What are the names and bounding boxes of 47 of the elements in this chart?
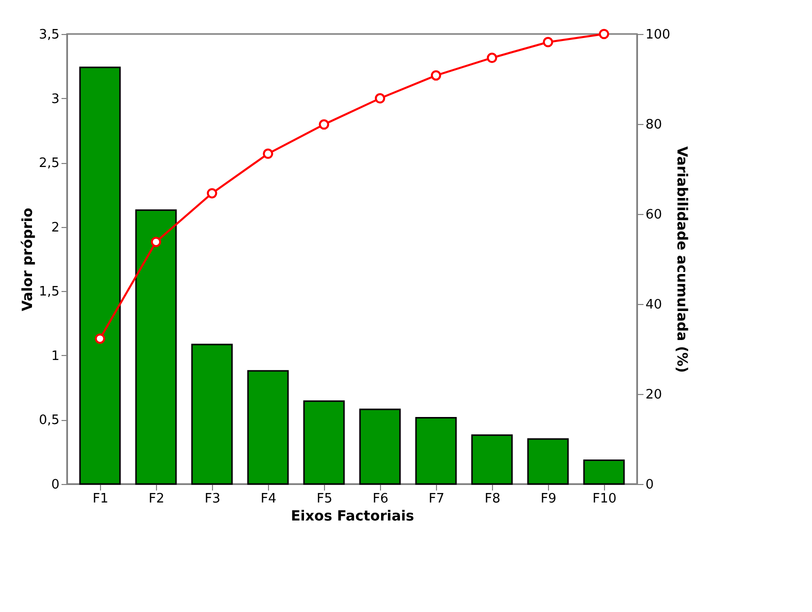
x-tick-label: F3 bbox=[204, 492, 220, 506]
bar bbox=[135, 209, 177, 485]
point bbox=[150, 236, 162, 248]
point bbox=[430, 70, 442, 81]
bar bbox=[415, 417, 457, 485]
x-tick-label: F10 bbox=[592, 492, 617, 506]
x-tick-label: F8 bbox=[484, 492, 500, 506]
bar bbox=[527, 438, 569, 485]
y-tick-label: 2,5 bbox=[38, 156, 60, 172]
x-tick-label: F1 bbox=[92, 492, 108, 506]
x-tick-label: F9 bbox=[540, 492, 556, 506]
point bbox=[486, 52, 498, 64]
y-axis-title: Valor próprio bbox=[20, 207, 36, 312]
y-tick-label: 1,5 bbox=[38, 284, 60, 300]
y-tick-label: 3 bbox=[51, 92, 60, 107]
point bbox=[598, 28, 610, 40]
x-tick-label: F5 bbox=[316, 492, 332, 506]
point bbox=[318, 119, 330, 130]
y-tick-label: 0 bbox=[51, 478, 60, 492]
y-tick-label: 3,5 bbox=[38, 28, 60, 42]
point bbox=[94, 333, 106, 344]
y2-tick-label: 20 bbox=[646, 388, 662, 402]
point bbox=[542, 36, 554, 48]
x-tick-label: F7 bbox=[428, 492, 444, 506]
point bbox=[374, 93, 386, 104]
y2-tick-label: 100 bbox=[646, 28, 670, 42]
y-tick-label: 0,5 bbox=[38, 413, 60, 428]
bar bbox=[247, 370, 289, 485]
y2-tick-label: 80 bbox=[646, 118, 662, 132]
bar bbox=[583, 459, 625, 485]
y2-axis-title: Variabilidade acumulada (%) bbox=[673, 146, 690, 373]
bar bbox=[303, 400, 345, 485]
x-axis-title: Eixos Factoriais bbox=[290, 508, 414, 524]
bar bbox=[191, 344, 233, 485]
bar bbox=[471, 434, 513, 485]
x-tick-label: F6 bbox=[372, 492, 388, 506]
y2-tick-label: 40 bbox=[646, 298, 662, 312]
bar bbox=[79, 66, 121, 485]
y2-tick-label: 60 bbox=[646, 208, 662, 222]
y-tick-label: 1 bbox=[51, 348, 60, 364]
x-tick-label: F2 bbox=[148, 492, 164, 506]
y2-tick-label: 0 bbox=[646, 478, 654, 492]
point bbox=[262, 148, 274, 159]
x-tick-label: F4 bbox=[260, 492, 276, 506]
bar bbox=[359, 408, 401, 485]
point bbox=[206, 188, 218, 198]
y-tick-label: 2 bbox=[51, 220, 60, 236]
